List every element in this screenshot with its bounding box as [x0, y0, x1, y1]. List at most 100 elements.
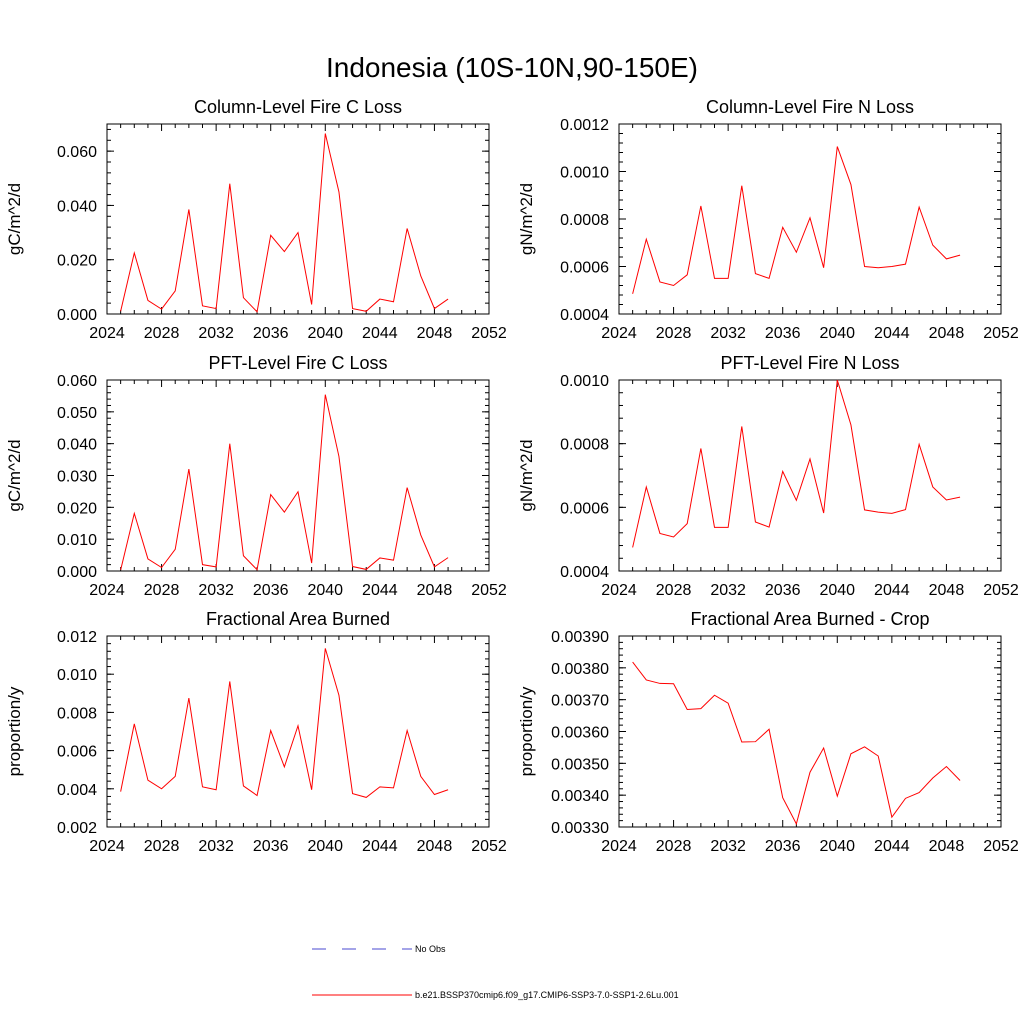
y-tick-label: 0.00350 [551, 756, 609, 773]
x-tick-label: 2032 [710, 325, 746, 342]
panel-5: Fractional Area Burned 2024 2028 2032 2036 20… [5, 609, 507, 855]
x-tick-label: 2036 [765, 582, 801, 599]
y-tick-label: 0.060 [57, 373, 97, 390]
y-tick-label: 0.060 [57, 144, 97, 161]
x-tick-label: 2036 [253, 838, 289, 855]
y-tick-label: 0.0004 [560, 564, 609, 581]
x-tick-label: 2032 [198, 838, 234, 855]
x-tick-label: 2024 [89, 582, 125, 599]
y-axis-label: gN/m^2/d [517, 439, 536, 511]
y-tick-label: 0.006 [57, 744, 97, 761]
x-tick-label: 2044 [874, 838, 910, 855]
figure-title: Indonesia (10S-10N,90-150E) [326, 52, 698, 83]
x-tick-label: 2032 [198, 582, 234, 599]
y-axis-label: gC/m^2/d [5, 183, 24, 255]
y-tick-label: 0.00390 [551, 629, 609, 646]
x-tick-label: 2024 [89, 838, 125, 855]
panel-title: PFT-Level Fire N Loss [720, 353, 899, 373]
y-axis-label: proportion/y [517, 686, 536, 776]
x-tick-label: 2048 [929, 582, 965, 599]
x-tick-label: 2052 [983, 325, 1019, 342]
y-axis-label: gC/m^2/d [5, 439, 24, 511]
y-tick-label: 0.050 [57, 405, 97, 422]
x-tick-label: 2044 [362, 838, 398, 855]
y-tick-label: 0.008 [57, 705, 97, 722]
x-tick-label: 2048 [929, 838, 965, 855]
y-tick-label: 0.0012 [560, 117, 609, 134]
y-tick-label: 0.040 [57, 198, 97, 215]
y-tick-label: 0.010 [57, 667, 97, 684]
x-tick-label: 2044 [874, 582, 910, 599]
series-line [120, 133, 449, 313]
y-tick-label: 0.0006 [560, 260, 609, 277]
x-tick-label: 2028 [144, 582, 180, 599]
legend: No Obs b.e21.BSSP370cmip6.f09_g17.CMIP6-… [312, 944, 679, 1000]
y-tick-label: 0.012 [57, 629, 97, 646]
panel-1: Column-Level Fire C Loss 2024 2028 2032 2036… [5, 97, 507, 342]
x-tick-label: 2028 [656, 838, 692, 855]
x-tick-label: 2052 [471, 325, 507, 342]
x-tick-label: 2040 [307, 325, 343, 342]
x-tick-label: 2044 [362, 325, 398, 342]
y-tick-label: 0.0008 [560, 437, 609, 454]
x-tick-label: 2032 [198, 325, 234, 342]
x-tick-label: 2028 [144, 838, 180, 855]
panel-title: PFT-Level Fire C Loss [208, 353, 387, 373]
x-tick-label: 2040 [307, 582, 343, 599]
y-tick-label: 0.0008 [560, 212, 609, 229]
x-tick-label: 2036 [765, 838, 801, 855]
panel-6: Fractional Area Burned - Crop 2024 2028 203… [517, 609, 1019, 855]
y-tick-label: 0.0010 [560, 165, 609, 182]
x-tick-label: 2028 [656, 582, 692, 599]
x-tick-label: 2024 [601, 838, 637, 855]
series-line [632, 146, 961, 294]
y-tick-label: 0.002 [57, 820, 97, 837]
y-tick-label: 0.0004 [560, 307, 609, 324]
x-tick-label: 2040 [819, 325, 855, 342]
y-tick-label: 0.0010 [560, 373, 609, 390]
x-tick-label: 2032 [710, 838, 746, 855]
x-tick-label: 2040 [819, 582, 855, 599]
y-tick-label: 0.010 [57, 532, 97, 549]
y-tick-label: 0.00340 [551, 788, 609, 805]
legend-model-label: b.e21.BSSP370cmip6.f09_g17.CMIP6-SSP3-7.… [415, 990, 679, 1000]
x-tick-label: 2052 [983, 582, 1019, 599]
legend-obs-label: No Obs [415, 944, 446, 954]
panel-title: Fractional Area Burned - Crop [690, 609, 929, 629]
x-tick-label: 2048 [417, 325, 453, 342]
panel-title: Fractional Area Burned [206, 609, 390, 629]
y-tick-label: 0.00330 [551, 820, 609, 837]
x-tick-label: 2024 [601, 325, 637, 342]
series-line [632, 379, 961, 548]
x-tick-label: 2052 [983, 838, 1019, 855]
panel-title: Column-Level Fire N Loss [706, 97, 914, 117]
x-tick-label: 2048 [929, 325, 965, 342]
series-line [120, 648, 449, 798]
x-tick-label: 2048 [417, 582, 453, 599]
y-tick-label: 0.0006 [560, 500, 609, 517]
y-tick-label: 0.030 [57, 469, 97, 486]
y-axis-label: proportion/y [5, 686, 24, 776]
x-tick-label: 2024 [89, 325, 125, 342]
y-tick-label: 0.000 [57, 307, 97, 324]
y-tick-label: 0.020 [57, 253, 97, 270]
y-tick-label: 0.004 [57, 782, 97, 799]
panel-4: PFT-Level Fire N Loss 2024 2028 2032 2036 204… [517, 353, 1019, 599]
y-tick-label: 0.020 [57, 500, 97, 517]
series-line [120, 394, 449, 571]
x-tick-label: 2028 [144, 325, 180, 342]
y-tick-label: 0.040 [57, 437, 97, 454]
y-tick-label: 0.00380 [551, 661, 609, 678]
x-tick-label: 2044 [874, 325, 910, 342]
series-line [632, 661, 961, 826]
x-tick-label: 2048 [417, 838, 453, 855]
x-tick-label: 2052 [471, 838, 507, 855]
y-axis-label: gN/m^2/d [517, 183, 536, 255]
x-tick-label: 2052 [471, 582, 507, 599]
x-tick-label: 2036 [765, 325, 801, 342]
x-tick-label: 2040 [819, 838, 855, 855]
y-tick-label: 0.00370 [551, 693, 609, 710]
y-tick-label: 0.000 [57, 564, 97, 581]
